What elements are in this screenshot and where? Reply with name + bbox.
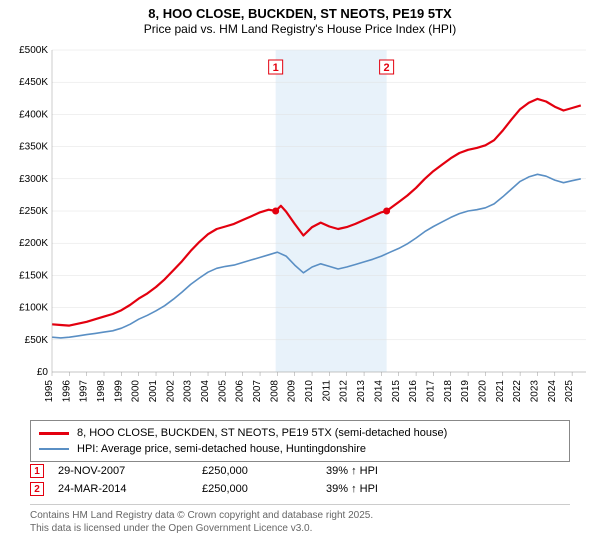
y-tick-label: £150K [19,270,48,281]
y-tick-label: £300K [19,174,48,185]
x-tick-label: 2000 [131,380,142,403]
marker-num: 1 [273,62,279,74]
x-tick-label: 2007 [252,380,263,403]
x-tick-label: 2018 [443,380,454,403]
legend-box: 8, HOO CLOSE, BUCKDEN, ST NEOTS, PE19 5T… [30,420,570,462]
y-tick-label: £500K [19,45,48,56]
x-tick-label: 2002 [165,380,176,403]
attribution-line2: This data is licensed under the Open Gov… [30,522,570,535]
y-tick-label: £50K [25,335,49,346]
x-tick-label: 2011 [321,380,332,402]
x-tick-label: 2010 [304,380,315,403]
y-tick-label: £100K [19,303,48,314]
marker-row-price: £250,000 [202,465,312,477]
y-tick-label: £450K [19,77,48,88]
attribution-line1: Contains HM Land Registry data © Crown c… [30,509,570,522]
y-tick-label: £200K [19,238,48,249]
x-tick-label: 2017 [425,380,436,403]
x-tick-label: 1997 [79,380,90,403]
attribution: Contains HM Land Registry data © Crown c… [30,504,570,535]
legend-row: HPI: Average price, semi-detached house,… [39,441,561,457]
x-tick-label: 2009 [287,380,298,403]
x-tick-label: 2014 [373,380,384,403]
y-tick-label: £350K [19,142,48,153]
x-tick-label: 2025 [564,380,575,403]
x-tick-label: 1998 [96,380,107,403]
x-tick-label: 2024 [547,380,558,403]
chart-svg: £0 £50K £100K £150K £200K £250K £300K £350K £400… [8,44,592,414]
title-subtitle: Price paid vs. HM Land Registry's House … [0,22,600,36]
x-tick-label: 2022 [512,380,523,403]
marker-row-price: £250,000 [202,483,312,495]
marker-row: 1 29-NOV-2007 £250,000 39% ↑ HPI [30,462,570,480]
marker-row-hpi: 39% ↑ HPI [326,483,378,495]
x-tick-label: 2015 [391,380,402,403]
title-address: 8, HOO CLOSE, BUCKDEN, ST NEOTS, PE19 5T… [0,6,600,21]
marker-row-num: 2 [30,482,44,496]
x-tick-label: 2012 [339,380,350,403]
legend-label: 8, HOO CLOSE, BUCKDEN, ST NEOTS, PE19 5T… [77,427,447,439]
x-tick-label: 2005 [217,380,228,403]
legend-swatch [39,448,69,450]
marker-row-hpi: 39% ↑ HPI [326,465,378,477]
marker-table: 1 29-NOV-2007 £250,000 39% ↑ HPI 2 24-MAR-201… [30,462,570,498]
chart-container: 8, HOO CLOSE, BUCKDEN, ST NEOTS, PE19 5T… [0,0,600,560]
x-tick-label: 1996 [61,380,72,403]
y-tick-label: £250K [19,206,48,217]
title-block: 8, HOO CLOSE, BUCKDEN, ST NEOTS, PE19 5T… [0,0,600,36]
x-tick-label: 2001 [148,380,159,403]
marker-row-date: 24-MAR-2014 [58,483,188,495]
legend-row: 8, HOO CLOSE, BUCKDEN, ST NEOTS, PE19 5T… [39,425,561,441]
x-tick-label: 2004 [200,380,211,403]
x-tick-label: 2019 [460,380,471,403]
marker-row-date: 29-NOV-2007 [58,465,188,477]
chart-area: £0 £50K £100K £150K £200K £250K £300K £350K £400… [8,44,592,414]
x-tick-label: 2016 [408,380,419,403]
legend-label: HPI: Average price, semi-detached house,… [77,443,366,455]
y-tick-label: £0 [37,367,49,378]
x-tick-label: 2023 [529,380,540,403]
marker-row: 2 24-MAR-2014 £250,000 39% ↑ HPI [30,480,570,498]
x-tick-label: 2006 [235,380,246,403]
marker-row-num: 1 [30,464,44,478]
x-tick-label: 1995 [44,380,55,403]
marker-dot [383,208,390,215]
marker-num: 2 [384,62,390,74]
x-tick-label: 2003 [183,380,194,403]
legend-swatch [39,432,69,435]
y-tick-label: £400K [19,109,48,120]
marker-dot [272,208,279,215]
x-tick-label: 2021 [495,380,506,403]
x-tick-label: 2008 [269,380,280,403]
x-tick-label: 1999 [113,380,124,403]
x-tick-label: 2020 [477,380,488,403]
x-tick-label: 2013 [356,380,367,403]
